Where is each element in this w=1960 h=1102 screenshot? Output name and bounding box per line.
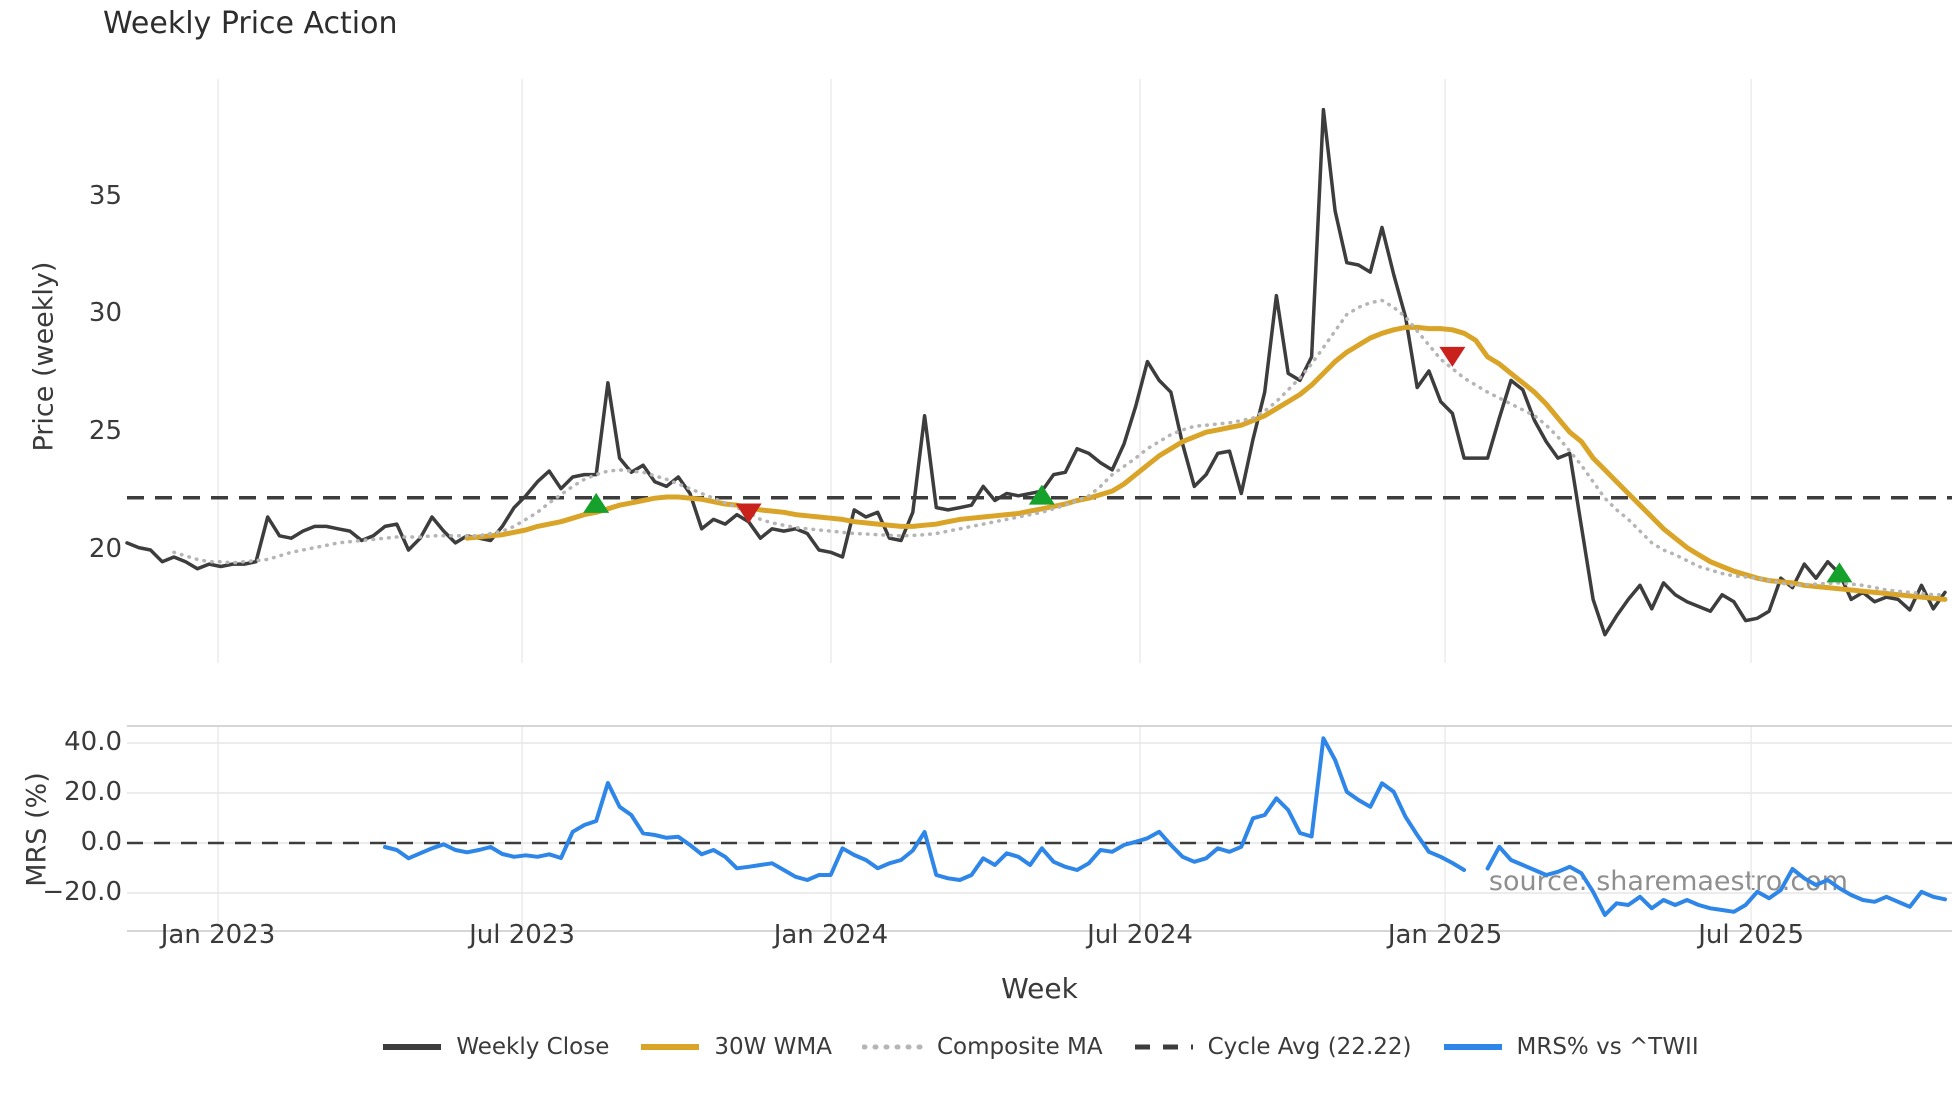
mrs-line (383, 736, 1947, 917)
source-watermark: source: sharemaestro.com (1488, 866, 1848, 897)
legend-label: Weekly Close (456, 1034, 610, 1060)
weekly-close-line-swatch-icon (383, 1044, 442, 1050)
wma-line-swatch-icon (641, 1044, 700, 1050)
cycle-avg-dashed-swatch-icon (1134, 1044, 1193, 1050)
chart-title: Weekly Price Action (103, 6, 398, 41)
buy-signal-marker (583, 492, 610, 513)
mrs-line-swatch-icon (1443, 1044, 1502, 1050)
wma-line (464, 324, 1948, 602)
x-tick-label: Jan 2024 (773, 920, 889, 950)
legend-item-composite-ma: Composite MA (861, 1034, 1103, 1060)
sell-signal-marker (735, 503, 762, 524)
x-tick-label: Jan 2025 (1387, 920, 1503, 950)
x-tick-label: Jan 2023 (160, 920, 276, 950)
legend-label: Cycle Avg (22.22) (1207, 1034, 1412, 1060)
mrs-ytick-label: 20.0 (64, 777, 122, 807)
x-tick-label: Jul 2025 (1698, 920, 1805, 950)
mrs-ytick-label: 40.0 (64, 727, 122, 757)
legend-item-cycle-avg: Cycle Avg (22.22) (1133, 1034, 1412, 1060)
price-ytick-label: 30 (88, 298, 122, 329)
composite-ma-dotted-swatch-icon (861, 1044, 924, 1050)
legend-label: 30W WMA (714, 1034, 832, 1060)
price-ytick-label: 25 (88, 416, 122, 447)
x-tick-label: Jul 2024 (1087, 920, 1193, 950)
price-ytick-label: 20 (88, 533, 122, 564)
buy-signal-marker (1028, 484, 1055, 505)
buy-signal-marker (1826, 562, 1853, 583)
sell-signal-marker (1439, 346, 1466, 367)
x-tick-label: Jul 2023 (469, 920, 575, 950)
mrs-ytick-label: 0.0 (80, 827, 122, 857)
price-ytick-label: 35 (88, 180, 122, 211)
x-axis-label: Week (1001, 972, 1078, 1005)
legend-label: Composite MA (936, 1034, 1103, 1060)
legend-item-mrs: MRS% vs ^TWII (1442, 1034, 1699, 1060)
legend-label: MRS% vs ^TWII (1516, 1034, 1699, 1060)
legend-item-30w-wma: 30W WMA (639, 1034, 832, 1060)
mrs-ytick-label: −20.0 (42, 877, 122, 907)
legend-item-weekly-close: Weekly Close (381, 1034, 609, 1060)
composite-ma-line (172, 298, 1947, 597)
chart-legend: Weekly Close 30W WMA Composite MA Cycle … (120, 1034, 1960, 1060)
weekly-close-line (125, 107, 1947, 637)
